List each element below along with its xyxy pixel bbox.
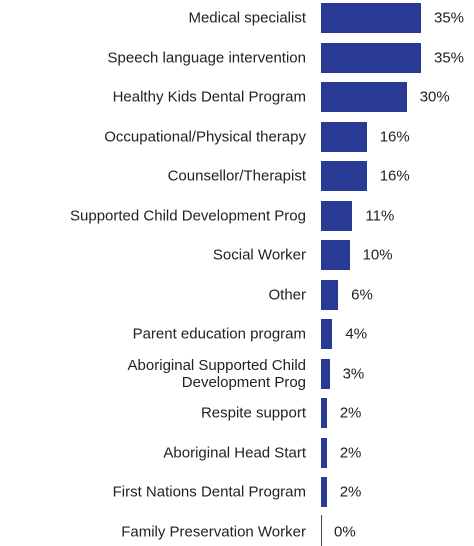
- value-label: 2%: [339, 483, 362, 501]
- value-label: 2%: [339, 444, 362, 461]
- value-label: 16%: [379, 128, 410, 145]
- value-label: 0%: [334, 523, 356, 540]
- bar: [321, 42, 421, 73]
- category-label: Supported Child Development Prog: [70, 207, 306, 224]
- value-label: 2%: [339, 404, 362, 422]
- value-label: 30%: [419, 88, 450, 106]
- category-label: Aboriginal Supported Child Development P…: [127, 356, 306, 391]
- bar: [321, 398, 327, 428]
- category-label: Speech language intervention: [107, 49, 307, 66]
- category-label: Social Worker: [212, 246, 306, 264]
- bar: [321, 121, 367, 152]
- bar: [321, 82, 407, 112]
- bar: [321, 279, 339, 310]
- category-label: Respite support: [200, 404, 306, 422]
- value-label: 6%: [351, 286, 373, 303]
- value-label: 3%: [342, 365, 365, 382]
- axis-line: [321, 514, 322, 546]
- bar: [321, 437, 327, 468]
- bar: [321, 358, 330, 389]
- bar: [321, 200, 353, 231]
- bar: [321, 477, 327, 507]
- bar: [321, 161, 367, 191]
- value-label: 35%: [434, 9, 465, 27]
- category-label: Parent education program: [132, 325, 306, 343]
- category-label: Medical specialist: [188, 9, 306, 27]
- category-label: Occupational/Physical therapy: [104, 128, 306, 145]
- category-label: Family Preservation Worker: [121, 523, 306, 540]
- value-label: 35%: [434, 49, 465, 66]
- category-label: Other: [268, 286, 306, 303]
- bar: [321, 319, 333, 349]
- category-label: Counsellor/Therapist: [167, 167, 306, 185]
- value-label: 16%: [379, 167, 410, 185]
- category-label: First Nations Dental Program: [112, 483, 306, 501]
- category-label: Aboriginal Head Start: [163, 444, 306, 461]
- value-label: 10%: [362, 246, 393, 264]
- bar: [321, 240, 350, 270]
- value-label: 4%: [345, 325, 368, 343]
- category-label: Healthy Kids Dental Program: [112, 88, 306, 106]
- value-label: 11%: [365, 207, 395, 224]
- bar: [321, 3, 421, 33]
